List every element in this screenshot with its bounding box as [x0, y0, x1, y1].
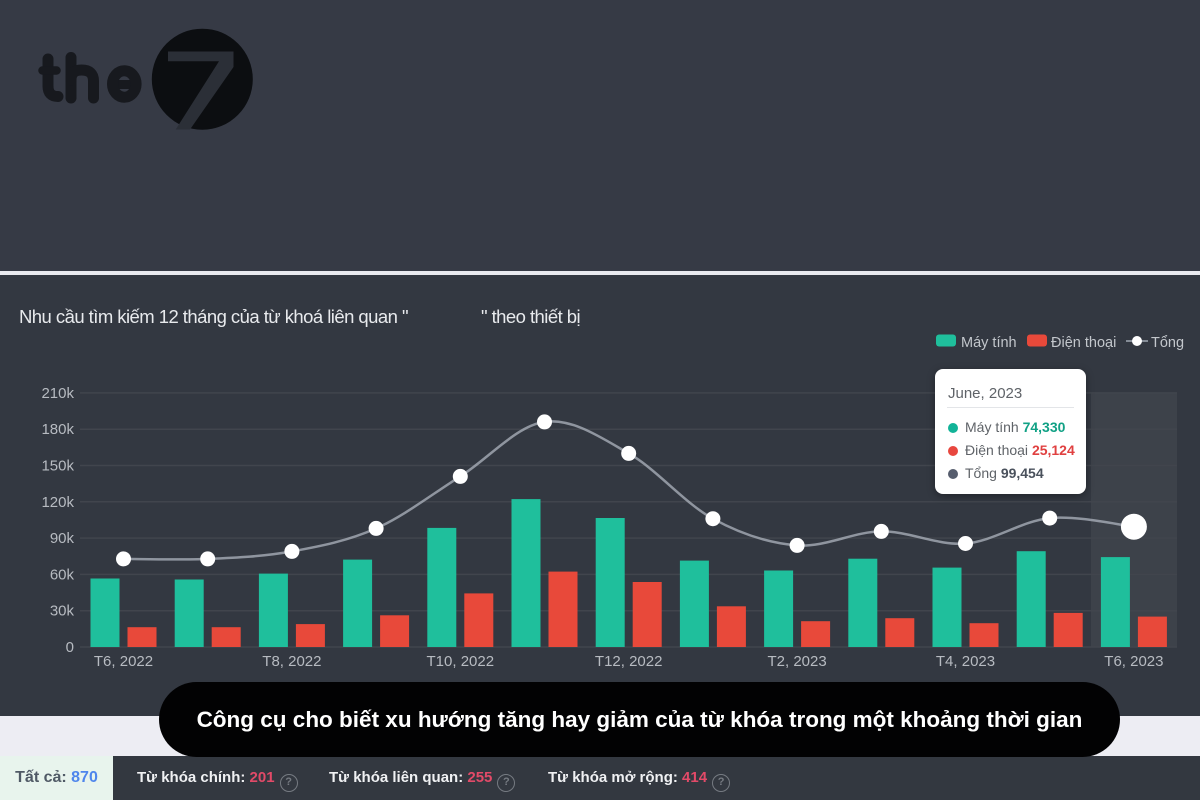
svg-text:90k: 90k: [50, 530, 75, 547]
svg-text:Tổng: Tổng: [1151, 335, 1184, 351]
svg-text:60k: 60k: [50, 566, 75, 583]
svg-text:T8, 2022: T8, 2022: [262, 653, 321, 670]
svg-text:T4, 2023: T4, 2023: [936, 653, 995, 670]
svg-text:210k: 210k: [41, 385, 74, 402]
svg-text:T6, 2023: T6, 2023: [1104, 653, 1163, 670]
svg-text:Điện thoại: Điện thoại: [1051, 335, 1116, 351]
svg-text:T6, 2022: T6, 2022: [94, 653, 153, 670]
svg-text:180k: 180k: [41, 421, 74, 438]
svg-text:120k: 120k: [41, 494, 74, 511]
svg-text:T10, 2022: T10, 2022: [427, 653, 495, 670]
svg-text:Máy tính: Máy tính: [961, 335, 1017, 351]
svg-text:T12, 2022: T12, 2022: [595, 653, 663, 670]
svg-text:T2, 2023: T2, 2023: [767, 653, 826, 670]
svg-text:30k: 30k: [50, 603, 75, 620]
svg-text:0: 0: [66, 639, 74, 656]
svg-text:150k: 150k: [41, 458, 74, 475]
